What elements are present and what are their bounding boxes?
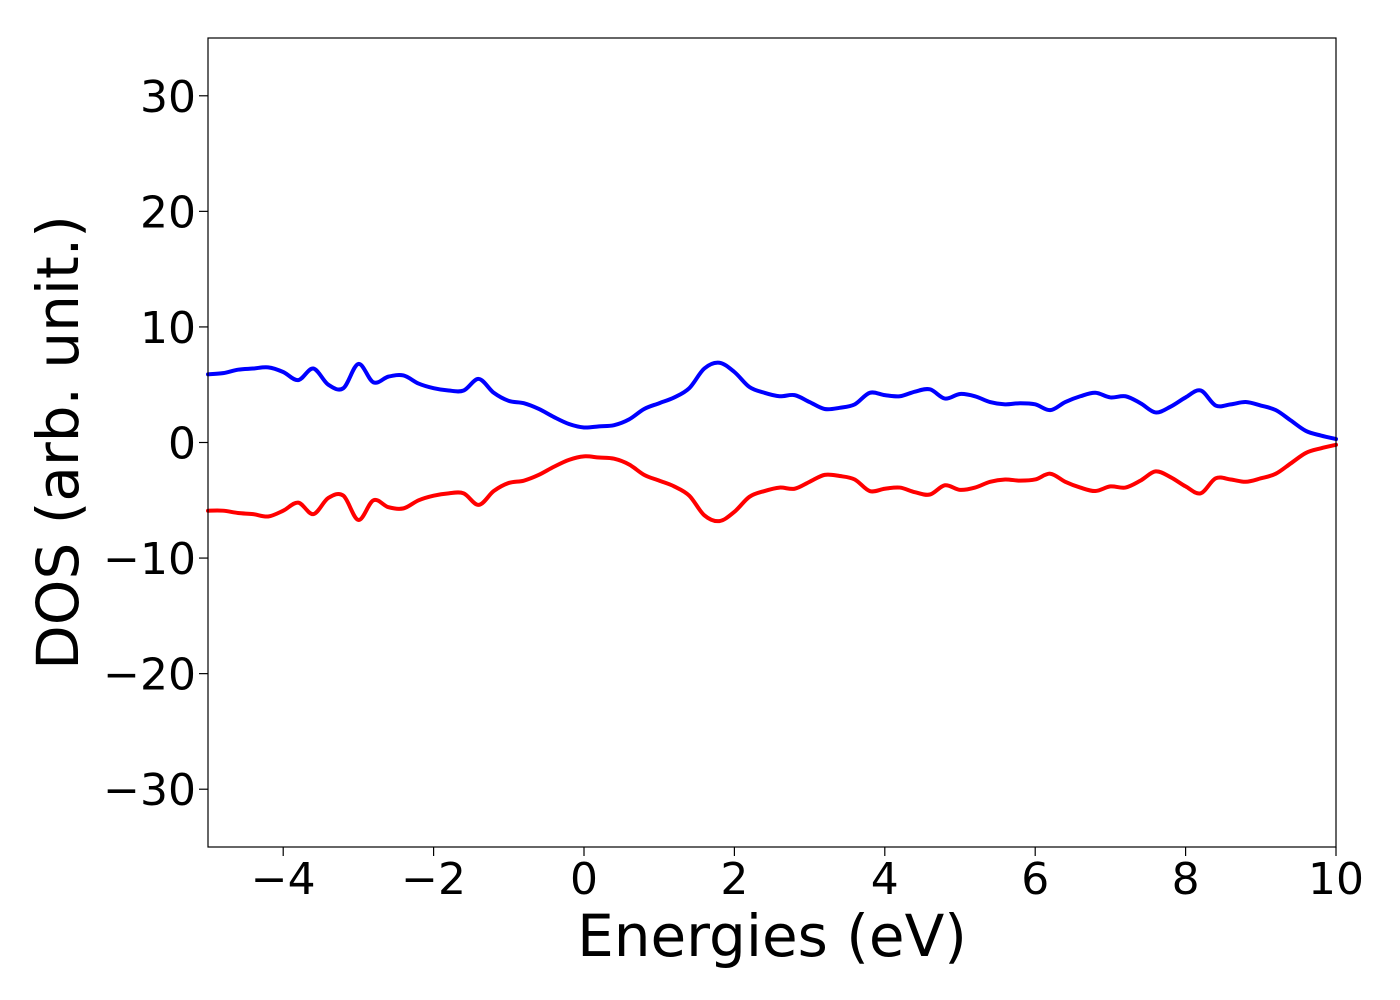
x-tick-label: 0 (570, 854, 598, 905)
y-axis-ticks: −30 −20 −10 0 10 20 30 (103, 72, 208, 816)
x-axis-title: Energies (eV) (577, 902, 967, 970)
x-tick-label: 2 (720, 854, 748, 905)
x-tick-label: 6 (1021, 854, 1049, 905)
y-axis-title: DOS (arb. unit.) (24, 215, 92, 670)
x-tick-label: −2 (401, 854, 466, 905)
y-tick-label: 0 (168, 419, 196, 470)
x-tick-label: 10 (1308, 854, 1364, 905)
dos-line-red (206, 442, 1338, 524)
y-tick-label: 10 (140, 303, 196, 354)
x-tick-label: −4 (251, 854, 316, 905)
dos-line-blue (206, 360, 1338, 442)
y-tick-label: −10 (103, 534, 196, 585)
y-tick-label: 30 (140, 72, 196, 123)
x-tick-label: 4 (871, 854, 899, 905)
x-axis-ticks: −4 −2 0 2 4 6 8 10 (251, 847, 1364, 905)
y-tick-label: −20 (103, 650, 196, 701)
x-tick-label: 8 (1172, 854, 1200, 905)
y-tick-label: −30 (103, 765, 196, 816)
y-tick-label: 20 (140, 187, 196, 238)
series-layer (206, 360, 1338, 524)
